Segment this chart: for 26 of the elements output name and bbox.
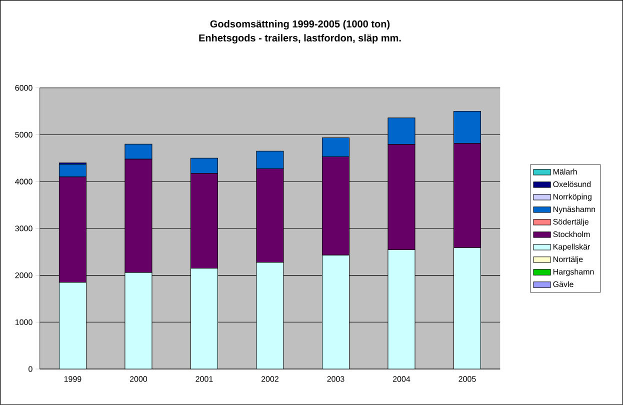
legend-label: Oxelösund bbox=[553, 181, 591, 188]
x-tick-label: 2002 bbox=[261, 376, 278, 382]
legend-label: Hargshamn bbox=[553, 268, 594, 276]
x-tick-label: 2000 bbox=[130, 376, 148, 382]
legend-label: Stockholm bbox=[553, 231, 590, 238]
y-tick-label: 3000 bbox=[15, 226, 32, 232]
x-tick-label: 1999 bbox=[64, 376, 82, 382]
y-tick-label: 6000 bbox=[15, 85, 32, 91]
legend-label: Södertälje bbox=[553, 218, 589, 226]
y-tick-label: 0 bbox=[28, 366, 32, 372]
legend-label: Norrtälje bbox=[553, 256, 583, 264]
legend-label: Kapellskär bbox=[553, 244, 590, 252]
chart-title: Godsomsättning 1999-2005 (1000 ton) bbox=[210, 20, 390, 30]
y-tick-label: 5000 bbox=[15, 132, 32, 138]
x-tick-label: 2001 bbox=[196, 376, 213, 382]
legend-label: Nynäshamn bbox=[553, 206, 596, 214]
y-tick-label: 4000 bbox=[15, 178, 32, 184]
legend-label: Gävle bbox=[553, 281, 574, 288]
x-tick-label: 2004 bbox=[392, 376, 410, 382]
legend-label: Mälarh bbox=[553, 168, 577, 175]
legend-label: Norrköping bbox=[553, 194, 592, 202]
x-tick-label: 2003 bbox=[327, 376, 344, 382]
x-tick-label: 2005 bbox=[458, 376, 476, 382]
y-tick-label: 1000 bbox=[15, 319, 32, 326]
chart-subtitle: Enhetsgods - trailers, lastfordon, släp mm. bbox=[199, 34, 401, 44]
y-tick-label: 2000 bbox=[15, 272, 32, 278]
